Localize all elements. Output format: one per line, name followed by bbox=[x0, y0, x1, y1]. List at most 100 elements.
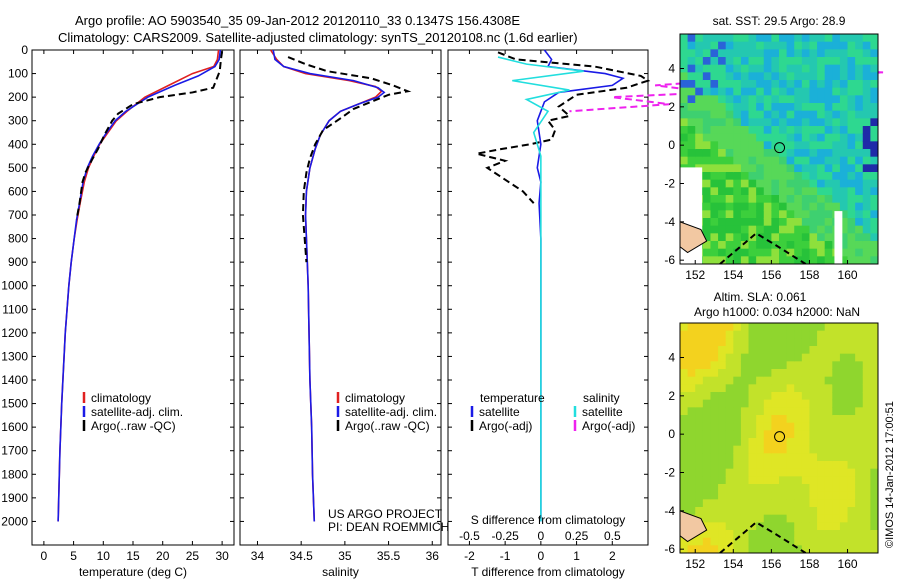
salinity-xtick-label: 34.5 bbox=[289, 549, 313, 563]
temperature-ytick-label: 200 bbox=[8, 90, 28, 104]
temperature-ytick-label: 2000 bbox=[1, 514, 28, 528]
temperature-ytick-label: 1800 bbox=[1, 467, 28, 481]
sla-map-title-2: Argo h1000: 0.034 h2000: NaN bbox=[694, 305, 860, 319]
sst-map-xtick-label: 158 bbox=[799, 268, 819, 282]
salinity-series-1 bbox=[272, 49, 386, 522]
temperature-ytick-label: 1900 bbox=[1, 491, 28, 505]
temperature-xtick-label: 15 bbox=[126, 549, 140, 563]
temperature-legend-label: climatology bbox=[91, 391, 151, 405]
temperature-ytick-label: 1200 bbox=[1, 326, 28, 340]
differences-legend-label: satellite bbox=[479, 405, 520, 419]
sst-map-ytick-label: -4 bbox=[664, 215, 675, 229]
sla-map-xtick-label: 156 bbox=[761, 557, 781, 571]
temperature-ytick-label: 400 bbox=[8, 137, 28, 151]
temperature-ytick-label: 100 bbox=[8, 67, 28, 81]
salinity-xlabel: salinity bbox=[322, 565, 359, 579]
temperature-frame bbox=[31, 49, 235, 546]
temperature-ytick-label: 900 bbox=[8, 255, 28, 269]
differences-sal-tick-label: 0.25 bbox=[565, 529, 589, 543]
sst-map-field bbox=[680, 34, 878, 264]
sla-map-xtick-label: 152 bbox=[685, 557, 705, 571]
salinity-annotation-2: PI: DEAN ROEMMICH bbox=[328, 520, 449, 534]
differences-xtick-label: 2 bbox=[609, 549, 616, 563]
salinity-series-2 bbox=[287, 56, 412, 263]
temperature-ytick-label: 500 bbox=[8, 161, 28, 175]
sst-map-frame bbox=[679, 33, 879, 265]
salinity-legend-label: climatology bbox=[345, 391, 405, 405]
temperature-xtick-label: 20 bbox=[156, 549, 170, 563]
sla-map-field bbox=[680, 323, 878, 553]
temperature-xlabel: temperature (deg C) bbox=[79, 565, 187, 579]
temperature-xtick-label: 5 bbox=[70, 549, 77, 563]
differences-legend-label: Argo(-adj) bbox=[582, 419, 635, 433]
sla-map-land bbox=[680, 510, 708, 543]
temperature-ytick-label: 1100 bbox=[2, 302, 28, 316]
temperature-legend-label: satellite-adj. clim. bbox=[91, 405, 183, 419]
sla-map-ytick-label: -2 bbox=[664, 466, 675, 480]
differences-legend-title-temperature: temperature bbox=[480, 391, 545, 405]
temperature-xtick-label: 25 bbox=[186, 549, 200, 563]
sla-map-ytick-label: 0 bbox=[668, 427, 675, 441]
sst-map-land-mask bbox=[834, 211, 843, 264]
temperature-ytick-label: 700 bbox=[8, 208, 28, 222]
differences-sal-xlabel: S difference from climatology bbox=[471, 513, 626, 527]
sst-map-ytick-label: -2 bbox=[664, 177, 675, 191]
salinity-frame bbox=[239, 49, 442, 546]
sla-map-xtick-label: 160 bbox=[838, 557, 858, 571]
differences-frame bbox=[447, 49, 649, 546]
differences-xtick-label: 1 bbox=[573, 549, 580, 563]
temperature-ytick-label: 1500 bbox=[1, 397, 28, 411]
header-line-1: Argo profile: AO 5903540_35 09-Jan-2012 … bbox=[75, 13, 521, 28]
sst-map-ytick-label: 0 bbox=[668, 138, 675, 152]
salinity-annotation-1: US ARGO PROJECT bbox=[328, 507, 443, 521]
temperature-series-0 bbox=[57, 49, 220, 522]
sst-map-ytick-label: 2 bbox=[668, 100, 675, 114]
sst-map-argo-marker bbox=[774, 142, 786, 154]
temperature-ytick-label: 1000 bbox=[1, 279, 28, 293]
differences-sal-tick-label: 0.5 bbox=[604, 529, 621, 543]
sla-map-contour bbox=[719, 521, 807, 553]
sst-map-xtick-label: 160 bbox=[838, 268, 858, 282]
sst-map-xtick-label: 154 bbox=[723, 268, 743, 282]
temperature-ytick-label: 800 bbox=[8, 232, 28, 246]
differences-sal-tick-label: 0 bbox=[538, 529, 545, 543]
sla-map-xtick-label: 158 bbox=[799, 557, 819, 571]
sla-map-frame bbox=[679, 322, 879, 554]
differences-series-0 bbox=[536, 49, 625, 522]
sla-map-argo-marker bbox=[774, 431, 786, 443]
salinity-xtick-label: 34 bbox=[251, 549, 265, 563]
sst-map-title: sat. SST: 29.5 Argo: 28.9 bbox=[713, 14, 846, 28]
header-line-2: Climatology: CARS2009. Satellite-adjuste… bbox=[58, 30, 578, 45]
differences-series-1 bbox=[476, 51, 651, 204]
temperature-series-2 bbox=[75, 51, 224, 220]
temperature-xtick-label: 0 bbox=[41, 549, 48, 563]
temperature-xtick-label: 30 bbox=[215, 549, 229, 563]
differences-legend-label: Argo(-adj) bbox=[479, 419, 532, 433]
differences-sal-tick-label: -0.5 bbox=[459, 529, 480, 543]
temperature-ytick-label: 0 bbox=[21, 43, 28, 57]
sla-map-ytick-label: 2 bbox=[668, 389, 675, 403]
sst-map-contour bbox=[719, 232, 807, 264]
salinity-series-0 bbox=[269, 49, 383, 522]
salinity-legend-label: satellite-adj. clim. bbox=[345, 405, 437, 419]
sst-map-xtick-label: 152 bbox=[685, 268, 705, 282]
salinity-xtick-label: 35.5 bbox=[377, 549, 401, 563]
temperature-ytick-label: 300 bbox=[8, 114, 28, 128]
differences-legend-title-salinity: salinity bbox=[583, 391, 620, 405]
temperature-xtick-label: 10 bbox=[97, 549, 111, 563]
temperature-ytick-label: 600 bbox=[8, 184, 28, 198]
salinity-legend-label: Argo(..raw -QC) bbox=[345, 419, 430, 433]
differences-series-2 bbox=[497, 56, 584, 522]
sla-map-ytick-label: 4 bbox=[668, 351, 675, 365]
differences-xlabel: T difference from climatology bbox=[471, 565, 625, 579]
temperature-ytick-label: 1600 bbox=[1, 420, 28, 434]
salinity-xtick-label: 35 bbox=[338, 549, 352, 563]
differences-sal-tick-label: -0.25 bbox=[491, 529, 519, 543]
differences-xtick-label: -1 bbox=[500, 549, 511, 563]
temperature-ytick-label: 1700 bbox=[1, 444, 28, 458]
temperature-ytick-label: 1300 bbox=[1, 349, 28, 363]
sst-map-xtick-label: 156 bbox=[761, 268, 781, 282]
differences-legend-label: satellite bbox=[582, 405, 623, 419]
salinity-xtick-label: 36 bbox=[426, 549, 440, 563]
